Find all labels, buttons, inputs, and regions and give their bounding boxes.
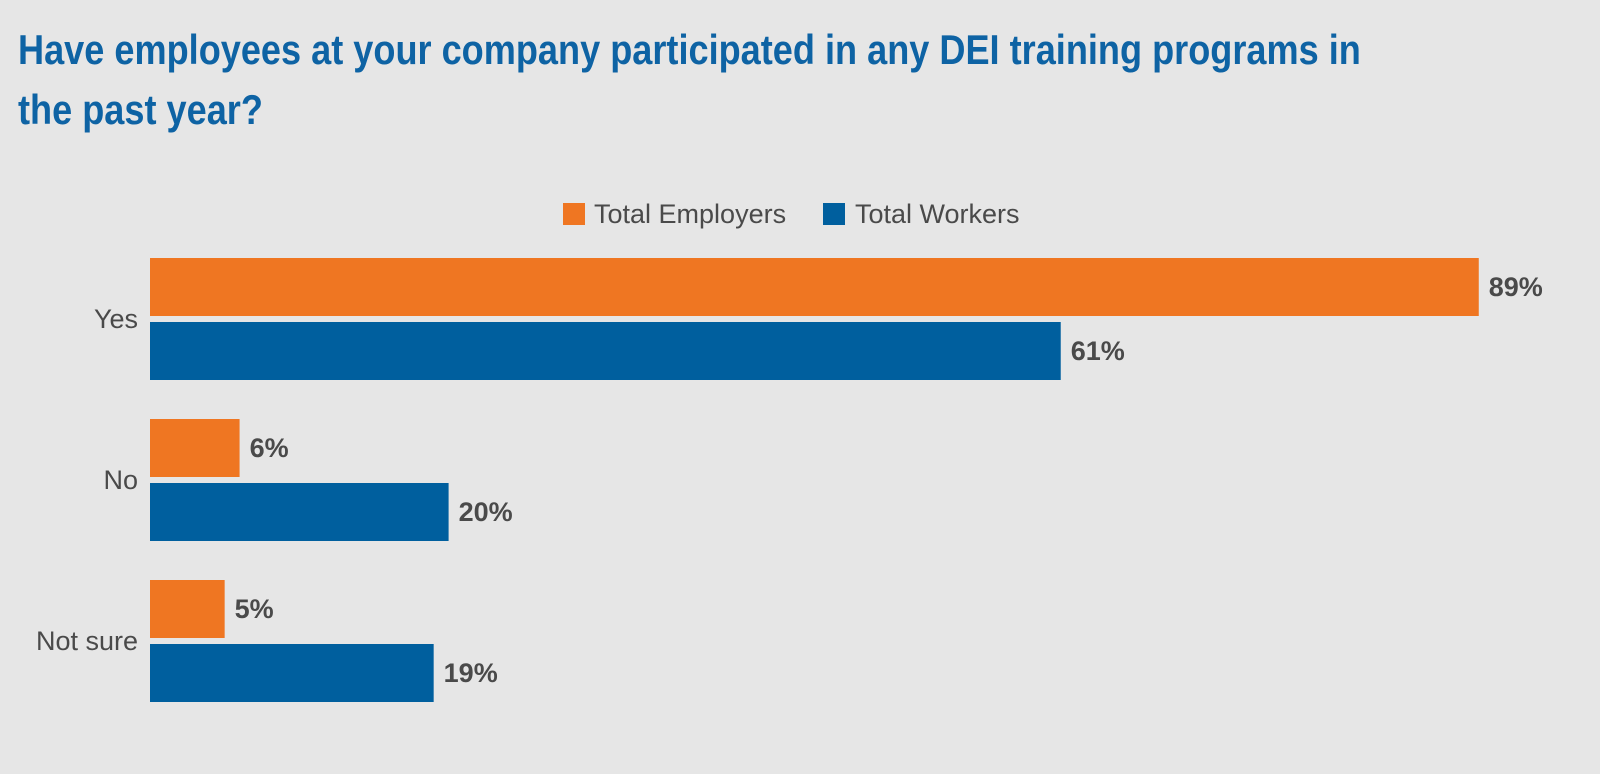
legend-swatch-employers xyxy=(563,203,585,225)
bar-workers xyxy=(150,483,449,541)
bar-workers xyxy=(150,322,1061,380)
bars-group xyxy=(150,258,1479,702)
bar-employers xyxy=(150,419,240,477)
category-label: Yes xyxy=(94,304,138,334)
category-label: Not sure xyxy=(36,626,138,656)
legend-swatch-workers xyxy=(823,203,845,225)
data-label: 6% xyxy=(250,433,289,463)
bar-employers xyxy=(150,258,1479,316)
category-label: No xyxy=(103,465,138,495)
data-label: 20% xyxy=(459,497,513,527)
data-label: 61% xyxy=(1071,336,1125,366)
chart-legend: Total Employers Total Workers xyxy=(563,199,1020,229)
bar-workers xyxy=(150,644,434,702)
data-label: 19% xyxy=(444,658,498,688)
data-label: 89% xyxy=(1489,272,1543,302)
chart-title: Have employees at your company participa… xyxy=(18,26,1361,133)
bar-employers xyxy=(150,580,225,638)
data-label: 5% xyxy=(235,594,274,624)
data-labels-group: 89% 61% 6% 20% 5% 19% xyxy=(235,272,1543,688)
legend-label-workers: Total Workers xyxy=(855,199,1020,229)
legend-label-employers: Total Employers xyxy=(594,199,786,229)
category-axis: Yes No Not sure xyxy=(36,304,138,656)
